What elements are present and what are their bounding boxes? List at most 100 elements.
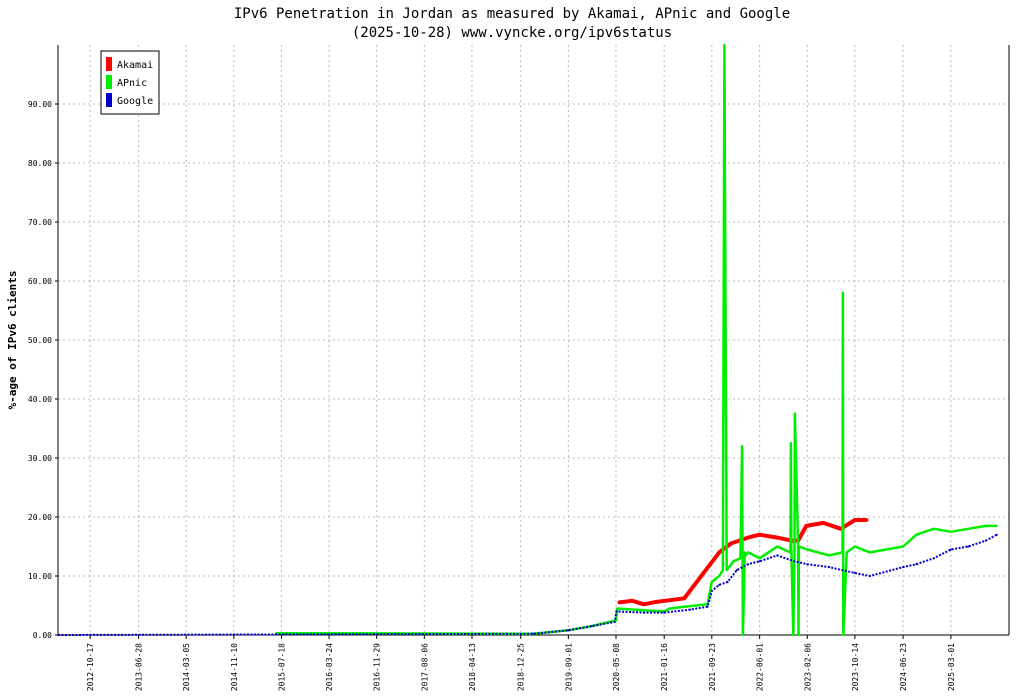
data-point-akamai: [654, 601, 657, 603]
data-point-apnic: [789, 442, 792, 445]
data-point-google: [57, 634, 59, 636]
data-point-akamai: [631, 599, 634, 602]
data-point-akamai: [822, 521, 825, 524]
data-point-apnic: [723, 44, 726, 46]
data-point-apnic: [842, 634, 845, 636]
legend-label-akamai: Akamai: [117, 60, 153, 71]
data-point-apnic: [741, 634, 744, 636]
data-point-google: [828, 566, 831, 569]
data-point-google: [853, 572, 856, 574]
chart-title: IPv6 Penetration in Jordan as measured b…: [234, 6, 790, 22]
y-tick-label: 70.00: [28, 218, 52, 227]
data-point-apnic: [718, 575, 721, 577]
data-point-google: [532, 632, 535, 635]
data-point-google: [718, 583, 721, 586]
series-layer: [57, 43, 998, 637]
data-point-apnic: [984, 524, 987, 527]
data-point-akamai: [776, 536, 779, 539]
y-tick-label: 10.00: [28, 572, 52, 581]
x-tick-label: 2020-05-08: [612, 643, 621, 691]
legend-swatch-google: [106, 93, 112, 107]
y-tick-label: 0.00: [33, 631, 52, 640]
data-point-google: [967, 545, 970, 548]
data-point-google: [615, 610, 618, 613]
data-point-akamai: [747, 536, 749, 539]
data-point-google: [758, 560, 761, 563]
data-point-apnic: [949, 530, 952, 533]
data-point-apnic: [747, 551, 749, 554]
x-tick-label: 2014-03-05: [182, 643, 191, 691]
x-tick-label: 2021-01-16: [660, 643, 669, 691]
data-point-apnic: [776, 545, 779, 548]
data-point-apnic: [642, 609, 645, 612]
legend-label-apnic: APnic: [117, 78, 147, 89]
x-tick-label: 2018-12-25: [517, 643, 526, 691]
x-tick-label: 2013-06-28: [135, 643, 144, 691]
data-point-apnic: [789, 551, 792, 554]
y-tick-label: 30.00: [28, 454, 52, 463]
data-point-apnic: [710, 580, 713, 583]
data-point-akamai: [805, 524, 808, 527]
data-point-apnic: [683, 605, 686, 608]
x-tick-label: 2017-08-06: [420, 643, 429, 691]
data-point-apnic: [793, 412, 796, 415]
data-point-google: [932, 557, 935, 560]
data-point-apnic: [995, 524, 998, 527]
x-tick-label: 2016-03-24: [325, 643, 334, 691]
data-point-apnic: [915, 533, 918, 536]
data-point-google: [706, 605, 709, 608]
legend-swatch-apnic: [106, 75, 112, 89]
x-tick-label: 2018-04-13: [468, 643, 477, 691]
data-point-apnic: [616, 607, 619, 610]
data-point-apnic: [868, 551, 871, 554]
data-point-akamai: [617, 601, 620, 604]
data-point-akamai: [663, 599, 666, 602]
data-point-apnic: [806, 548, 809, 551]
data-point-google: [747, 563, 749, 566]
data-point-apnic: [902, 545, 905, 548]
data-point-google: [984, 539, 987, 542]
data-point-apnic: [853, 545, 856, 548]
x-tick-label: 2023-02-06: [803, 643, 812, 691]
data-point-apnic: [668, 607, 671, 610]
data-point-apnic: [797, 634, 800, 636]
data-point-google: [902, 566, 905, 569]
data-point-apnic: [790, 545, 793, 548]
data-point-akamai: [683, 597, 686, 600]
y-tick-label: 40.00: [28, 395, 52, 404]
data-point-apnic: [797, 545, 800, 548]
data-point-apnic: [743, 551, 746, 554]
data-point-apnic: [725, 569, 728, 572]
data-point-apnic: [741, 445, 744, 448]
x-tick-label: 2019-09-01: [564, 643, 573, 691]
data-point-apnic: [841, 551, 844, 554]
series-line-akamai: [618, 518, 868, 607]
data-point-apnic: [739, 557, 742, 560]
x-tick-label: 2022-06-01: [756, 643, 765, 691]
data-point-google: [995, 533, 998, 536]
data-point-google: [735, 569, 738, 572]
data-point-apnic: [793, 551, 796, 554]
legend-swatch-akamai: [106, 57, 112, 71]
x-tick-label: 2015-07-18: [277, 643, 286, 691]
data-point-akamai: [758, 533, 761, 536]
data-point-google: [915, 563, 918, 566]
data-point-google: [689, 608, 692, 611]
legend: Akamai APnic Google: [100, 50, 160, 115]
data-point-apnic: [828, 554, 831, 557]
data-point-apnic: [615, 619, 617, 622]
data-point-google: [710, 589, 713, 592]
data-point-google: [868, 575, 871, 577]
data-point-google: [590, 625, 593, 628]
data-point-apnic: [932, 527, 935, 530]
y-tick-label: 50.00: [28, 336, 52, 345]
grid: [58, 45, 1009, 635]
data-point-google: [806, 563, 809, 566]
data-point-akamai: [866, 519, 869, 521]
data-point-google: [663, 611, 666, 614]
legend-label-google: Google: [117, 96, 153, 107]
data-point-apnic: [732, 560, 735, 563]
x-tick-label: 2021-09-23: [708, 643, 717, 691]
data-point-apnic: [967, 527, 970, 530]
data-point-apnic: [721, 569, 724, 572]
